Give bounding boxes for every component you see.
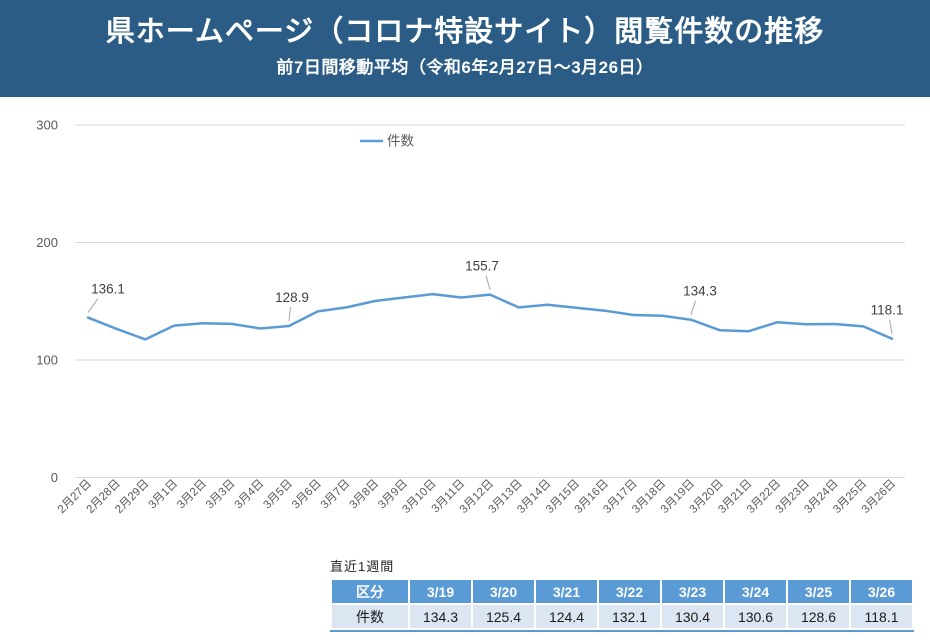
y-axis-tick-label: 200 — [36, 235, 58, 250]
table-data-cell: 128.6 — [788, 605, 849, 628]
table-header-cell: 3/20 — [473, 580, 534, 603]
table-data-cell: 130.4 — [662, 605, 723, 628]
table-header-cell: 3/24 — [725, 580, 786, 603]
legend-label: 件数 — [387, 134, 414, 149]
data-label-leader — [889, 319, 893, 334]
data-label: 136.1 — [91, 282, 125, 297]
table-header-row: 区分 3/19 3/20 3/21 3/22 3/23 3/24 3/25 3/26 — [332, 580, 912, 603]
data-label-leader — [87, 298, 99, 313]
series-line — [86, 292, 894, 341]
table-corner-cell: 区分 — [332, 580, 408, 603]
table-header-cell: 3/19 — [410, 580, 471, 603]
table-data-cell: 125.4 — [473, 605, 534, 628]
data-label: 118.1 — [871, 303, 904, 318]
recent-week-table-section: 直近1週間 区分 3/19 3/20 3/21 3/22 3/23 3/24 3/25 3/26… — [330, 556, 920, 632]
data-label: 128.9 — [275, 290, 309, 305]
line-chart: 01002003002月27日2月28日2月29日3月1日3月2日3月3日3月4… — [36, 118, 905, 516]
x-axis-tick-label: 3月3日 — [204, 478, 238, 512]
x-axis-tick-label: 3月7日 — [319, 478, 353, 512]
x-axis-tick-label: 3月8日 — [347, 478, 381, 512]
y-axis-tick-label: 100 — [36, 353, 58, 368]
x-axis-tick-label: 3月5日 — [261, 478, 295, 512]
data-label-leader — [288, 306, 291, 322]
x-axis-tick-label: 3月4日 — [233, 478, 267, 512]
table-header-cell: 3/25 — [788, 580, 849, 603]
table-data-cell: 118.1 — [851, 605, 912, 628]
table-data-cell: 134.3 — [410, 605, 471, 628]
x-axis-tick-label: 3月6日 — [290, 478, 324, 512]
data-label-leader — [485, 275, 491, 290]
table-data-cell: 132.1 — [599, 605, 660, 628]
y-axis-tick-label: 300 — [36, 118, 58, 133]
header-banner: 県ホームページ（コロナ特設サイト）閲覧件数の推移 前7日間移動平均（令和6年2月… — [0, 0, 930, 97]
table-header-cell: 3/22 — [599, 580, 660, 603]
table-data-cell: 124.4 — [536, 605, 597, 628]
table-data-row: 件数 134.3 125.4 124.4 132.1 130.4 130.6 128.6 118… — [332, 605, 912, 628]
table-data-cell: 130.6 — [725, 605, 786, 628]
recent-week-table: 区分 3/19 3/20 3/21 3/22 3/23 3/24 3/25 3/26 件数 134… — [330, 578, 914, 632]
x-axis-tick-label: 3月1日 — [146, 478, 180, 512]
table-header-cell: 3/21 — [536, 580, 597, 603]
data-label: 134.3 — [683, 284, 717, 299]
table-row-label: 件数 — [332, 605, 408, 628]
y-axis-tick-label: 0 — [51, 470, 58, 485]
x-axis-tick-label: 3月2日 — [175, 478, 209, 512]
data-label: 155.7 — [465, 259, 499, 274]
page-title: 県ホームページ（コロナ特設サイト）閲覧件数の推移 — [105, 16, 825, 48]
table-header-cell: 3/26 — [851, 580, 912, 603]
table-header-cell: 3/23 — [662, 580, 723, 603]
table-caption: 直近1週間 — [330, 559, 395, 574]
page-subtitle: 前7日間移動平均（令和6年2月27日～3月26日） — [276, 58, 654, 78]
data-label-leader — [690, 300, 696, 315]
